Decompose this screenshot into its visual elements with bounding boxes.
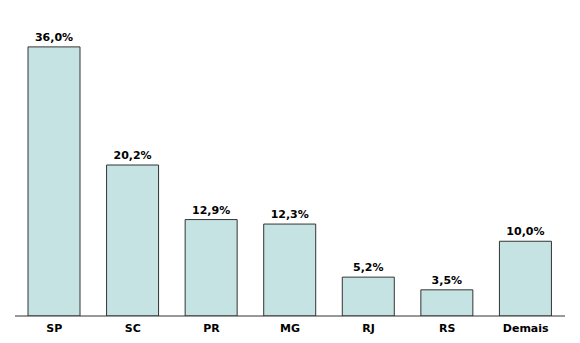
svg-text:3,5%: 3,5%: [432, 274, 463, 287]
svg-text:5,2%: 5,2%: [353, 261, 384, 274]
svg-text:MG: MG: [280, 322, 300, 335]
svg-text:12,3%: 12,3%: [271, 208, 309, 221]
svg-text:PR: PR: [203, 322, 220, 335]
svg-text:RS: RS: [439, 322, 455, 335]
svg-text:10,0%: 10,0%: [506, 225, 544, 238]
svg-text:20,2%: 20,2%: [113, 149, 151, 162]
svg-text:12,9%: 12,9%: [192, 204, 230, 217]
svg-text:RJ: RJ: [362, 322, 375, 335]
svg-text:SP: SP: [46, 322, 62, 335]
svg-text:SC: SC: [125, 322, 141, 335]
svg-text:Demais: Demais: [503, 322, 549, 335]
svg-text:36,0%: 36,0%: [35, 31, 73, 44]
